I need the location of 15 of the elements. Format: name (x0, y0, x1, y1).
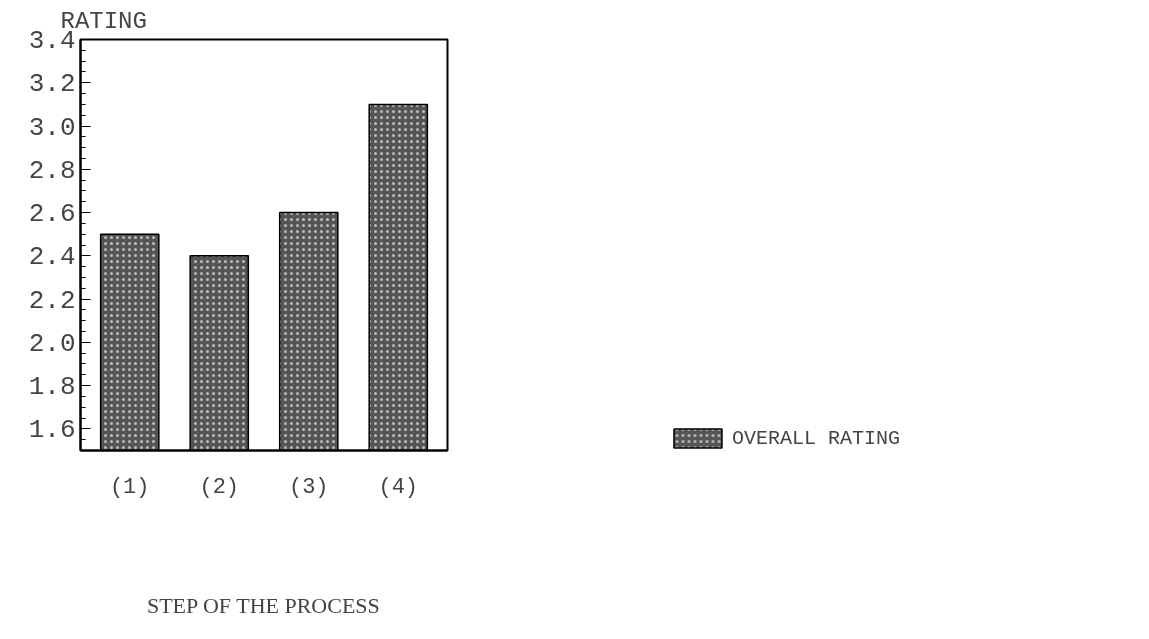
x-tick-label: (3) (288, 474, 329, 500)
y-tick-label: 1.8 (28, 372, 76, 403)
y-tick-label: 2.6 (28, 199, 76, 230)
y-tick-label: 2.8 (28, 155, 76, 186)
y-tick-label: 3.2 (28, 69, 76, 100)
y-tick-label: 2.4 (28, 242, 76, 273)
y-tick-label: 3.0 (28, 112, 76, 143)
y-tick-label: 1.6 (28, 415, 76, 446)
x-tick-label: (2) (199, 474, 240, 500)
legend-label: OVERALL RATING (731, 426, 901, 450)
y-tick-label: 2.0 (28, 328, 76, 359)
x-tick-label: (1) (109, 474, 150, 500)
x-tick-label: (4) (378, 474, 419, 500)
y-tick-label: 2.2 (28, 285, 76, 316)
x-axis-title: STEP OF THE PROCESS (146, 592, 380, 618)
